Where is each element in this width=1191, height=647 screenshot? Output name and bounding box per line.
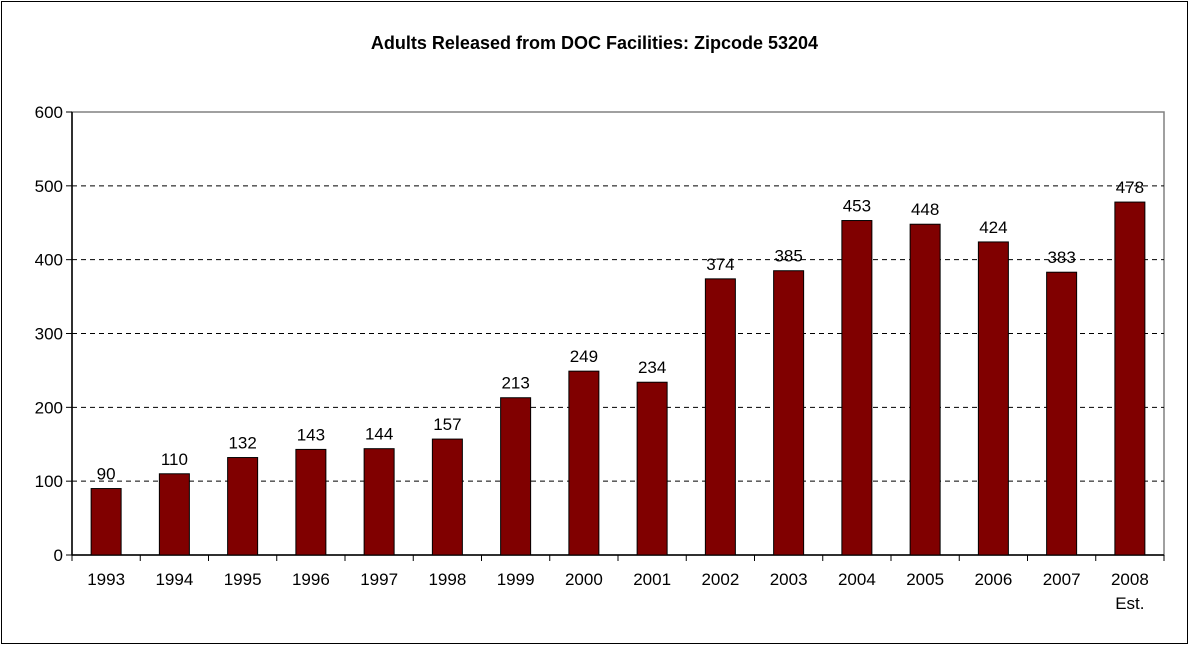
bar	[977, 241, 1009, 556]
data-label: 478	[1116, 178, 1144, 197]
bar	[500, 397, 532, 556]
x-tick-label: 2008 Est.	[1111, 570, 1149, 613]
y-tick-label: 500	[35, 177, 63, 196]
data-label: 213	[501, 374, 529, 393]
bar	[568, 370, 600, 556]
data-label: 90	[97, 465, 116, 484]
x-tick-label: 2001	[633, 570, 671, 589]
x-tick-label: 1993	[87, 570, 125, 589]
bar	[1114, 201, 1146, 556]
chart-title: Adults Released from DOC Facilities: Zip…	[370, 33, 819, 53]
x-tick-label: 2006	[974, 570, 1012, 589]
bar	[704, 278, 736, 556]
data-label: 234	[638, 358, 666, 377]
x-tick-label: 1998	[428, 570, 466, 589]
data-label: 383	[1047, 248, 1075, 267]
bar	[295, 448, 327, 556]
data-label: 110	[161, 450, 188, 469]
bar	[431, 438, 463, 556]
data-label: 144	[365, 425, 393, 444]
x-tick-label: 2004	[838, 570, 876, 589]
bar	[227, 457, 259, 556]
data-label: 143	[297, 425, 325, 444]
y-tick-label: 200	[35, 398, 63, 417]
data-label: 453	[843, 197, 871, 216]
bar	[363, 448, 395, 556]
data-label: 385	[774, 247, 802, 266]
bar	[909, 223, 941, 556]
x-tick-label: 2005	[906, 570, 944, 589]
data-label: 249	[570, 347, 598, 366]
y-tick-label: 400	[35, 251, 63, 270]
data-label: 132	[228, 434, 256, 453]
x-tick-label: 1997	[360, 570, 398, 589]
data-label: 157	[433, 415, 461, 434]
y-tick-label: 600	[35, 103, 63, 122]
x-tick-label: 1996	[292, 570, 330, 589]
data-label: 374	[706, 255, 734, 274]
y-tick-label: 0	[54, 546, 63, 565]
data-label: 448	[911, 200, 939, 219]
bar	[90, 488, 122, 556]
bar	[636, 381, 668, 556]
bar	[841, 220, 873, 556]
x-tick-label: 2003	[770, 570, 808, 589]
x-tick-label: 1999	[497, 570, 535, 589]
x-tick-label: 1994	[155, 570, 193, 589]
data-label: 424	[979, 218, 1007, 237]
x-tick-label: 2007	[1043, 570, 1081, 589]
x-tick-label: 1995	[224, 570, 262, 589]
y-tick-label: 300	[35, 325, 63, 344]
bar	[1046, 271, 1078, 556]
bar	[158, 473, 190, 556]
y-tick-label: 100	[35, 472, 63, 491]
bar	[773, 270, 805, 556]
x-tick-label: 2002	[701, 570, 739, 589]
x-tick-label: 2000	[565, 570, 603, 589]
